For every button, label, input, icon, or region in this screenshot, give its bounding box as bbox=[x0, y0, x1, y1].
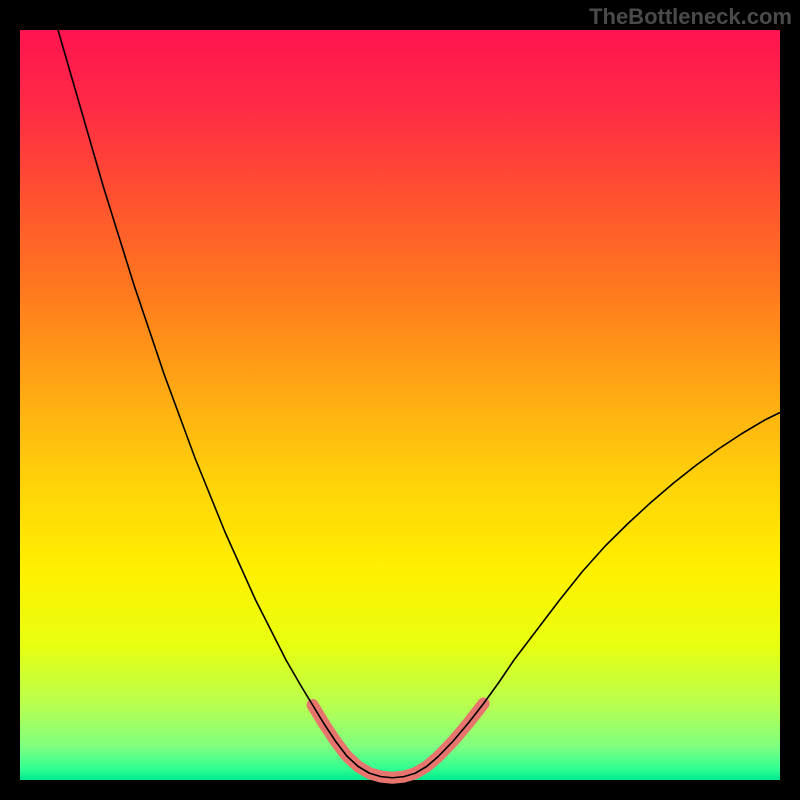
gradient-background bbox=[20, 30, 780, 780]
chart-svg bbox=[0, 0, 800, 800]
watermark-text: TheBottleneck.com bbox=[589, 4, 792, 30]
chart-container: { "meta": { "watermark": "TheBottleneck.… bbox=[0, 0, 800, 800]
